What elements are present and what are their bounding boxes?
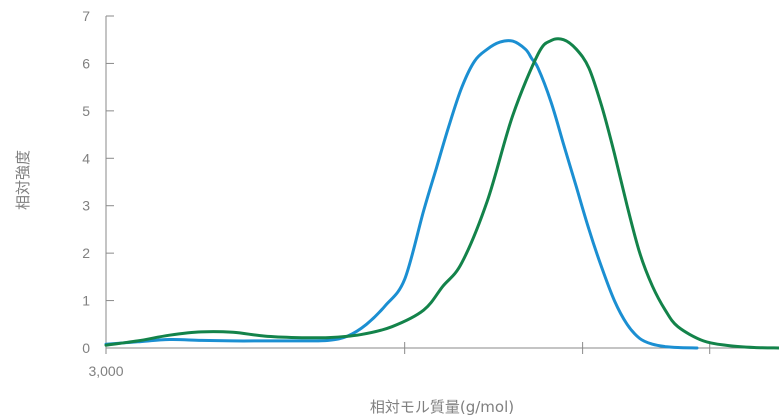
series-line-2	[104, 37, 779, 350]
x-tick-label: 3,000	[88, 363, 123, 379]
y-tick-label: 7	[82, 8, 90, 24]
x-axis-label: 相対モル質量(g/mol)	[370, 398, 514, 416]
y-tick-label: 6	[82, 55, 90, 71]
y-tick-label: 2	[82, 245, 90, 261]
y-axis-label: 相対強度	[14, 150, 32, 210]
y-tick-label: 0	[82, 340, 90, 356]
y-tick-label: 5	[82, 103, 90, 119]
series-line-1	[104, 39, 699, 350]
series-layer	[104, 37, 779, 350]
y-axis: 0 1 2 3 4 5 6 7	[82, 8, 114, 356]
y-tick-label: 1	[82, 293, 90, 309]
y-tick-label: 4	[82, 150, 90, 166]
y-tick-label: 3	[82, 198, 90, 214]
